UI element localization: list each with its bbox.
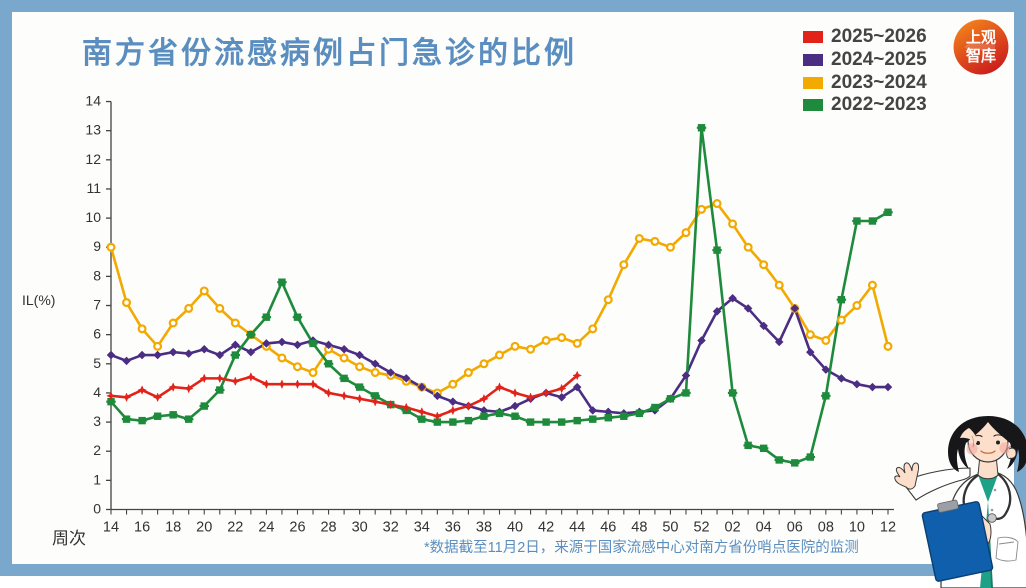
svg-text:12: 12 xyxy=(85,151,101,167)
svg-text:1: 1 xyxy=(93,471,101,487)
svg-text:50: 50 xyxy=(662,520,678,536)
svg-text:14: 14 xyxy=(103,520,119,536)
svg-text:34: 34 xyxy=(414,520,430,536)
svg-text:7: 7 xyxy=(93,297,101,313)
svg-text:08: 08 xyxy=(818,520,834,536)
svg-text:4: 4 xyxy=(93,384,101,400)
svg-text:9: 9 xyxy=(93,238,101,254)
svg-text:36: 36 xyxy=(445,520,461,536)
svg-text:28: 28 xyxy=(320,520,336,536)
svg-text:13: 13 xyxy=(85,122,101,138)
svg-text:3: 3 xyxy=(93,413,101,429)
svg-text:20: 20 xyxy=(196,520,212,536)
svg-text:智库: 智库 xyxy=(966,47,996,65)
svg-text:8: 8 xyxy=(93,267,101,283)
svg-text:14: 14 xyxy=(85,93,101,109)
svg-text:2: 2 xyxy=(93,442,101,458)
svg-text:30: 30 xyxy=(352,520,368,536)
svg-text:44: 44 xyxy=(569,520,585,536)
svg-text:22: 22 xyxy=(227,520,243,536)
svg-text:48: 48 xyxy=(631,520,647,536)
svg-text:5: 5 xyxy=(93,355,101,371)
svg-text:04: 04 xyxy=(756,520,772,536)
svg-text:16: 16 xyxy=(134,520,150,536)
svg-text:6: 6 xyxy=(93,326,101,342)
svg-text:11: 11 xyxy=(86,180,101,196)
svg-text:38: 38 xyxy=(476,520,492,536)
svg-text:40: 40 xyxy=(507,520,523,536)
svg-text:10: 10 xyxy=(85,209,101,225)
svg-text:06: 06 xyxy=(787,520,803,536)
svg-text:42: 42 xyxy=(538,520,554,536)
svg-text:32: 32 xyxy=(383,520,399,536)
svg-text:0: 0 xyxy=(93,501,101,517)
svg-text:52: 52 xyxy=(693,520,709,536)
svg-text:02: 02 xyxy=(725,520,741,536)
svg-text:10: 10 xyxy=(849,520,865,536)
svg-text:24: 24 xyxy=(258,520,274,536)
svg-text:26: 26 xyxy=(289,520,305,536)
svg-text:46: 46 xyxy=(600,520,616,536)
svg-text:18: 18 xyxy=(165,520,181,536)
svg-text:上观: 上观 xyxy=(966,30,996,47)
